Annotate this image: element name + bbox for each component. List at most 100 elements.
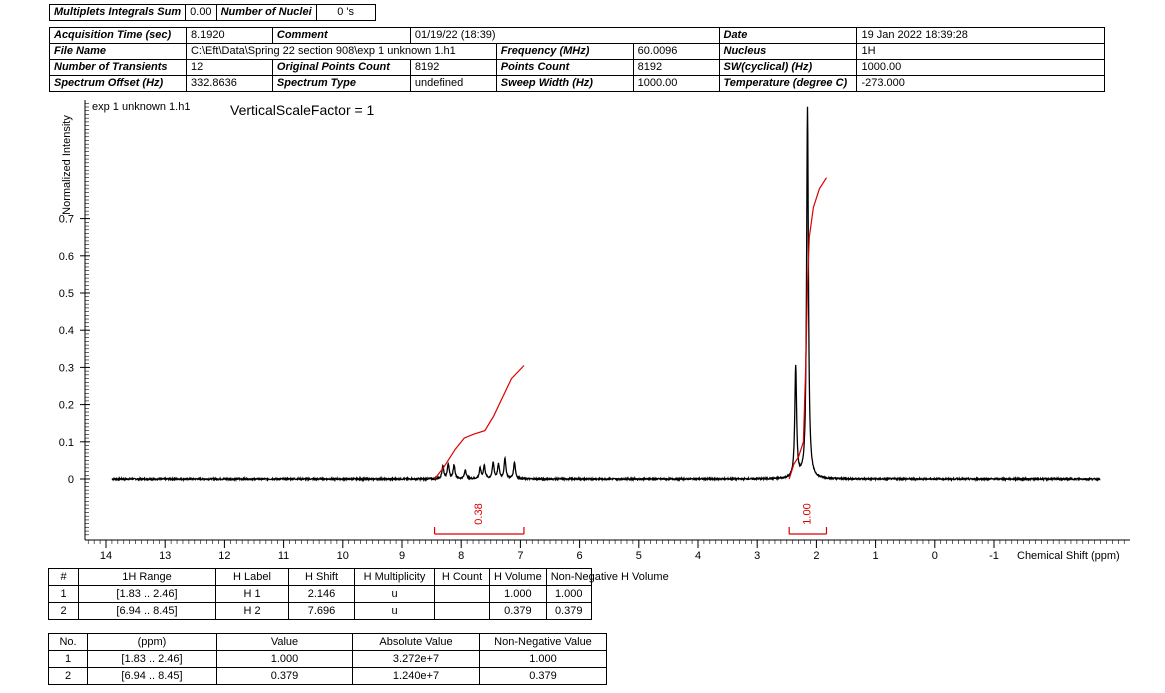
x-tick-label: 4 xyxy=(695,550,701,562)
integrals-sum-label: Multiplets Integrals Sum xyxy=(48,4,187,21)
integral-value-label: 1.00 xyxy=(802,503,814,524)
sweep-width-value: 1000.00 xyxy=(632,75,720,92)
frequency-value: 60.0096 xyxy=(632,43,720,60)
multiplets-header-row: # 1H Range H Label H Shift H Multiplicit… xyxy=(48,568,669,586)
transients-label: Number of Transients xyxy=(49,59,187,76)
table-row: 1 [1.83 .. 2.46] H 1 2.146 u 1.000 1.000 xyxy=(48,585,592,603)
x-tick-label: 11 xyxy=(278,550,289,562)
x-axis-label: Chemical Shift (ppm) xyxy=(1017,550,1120,562)
y-tick-label: 0.1 xyxy=(59,437,74,449)
sw-label: SW(cyclical) (Hz) xyxy=(718,59,858,76)
sweep-width-label: Sweep Width (Hz) xyxy=(495,75,634,92)
mult-header-cell: H Count xyxy=(434,568,490,586)
y-tick-label: 0.2 xyxy=(59,400,74,412)
date-label: Date xyxy=(718,27,858,44)
integrals-sum-value: 0.00 xyxy=(185,4,217,21)
offset-value: 332.8636 xyxy=(185,75,273,92)
y-tick-label: 0.6 xyxy=(59,251,74,263)
nuclei-label: Number of Nuclei xyxy=(215,4,317,21)
x-tick-label: 13 xyxy=(159,550,171,562)
x-tick-label: 7 xyxy=(517,550,523,562)
points-label: Points Count xyxy=(495,59,634,76)
table-cell: 1 xyxy=(48,650,88,668)
integrals-group: 0.38 1.00 xyxy=(433,177,828,535)
x-tick-label: 3 xyxy=(754,550,760,562)
x-tick-label: 14 xyxy=(100,550,112,562)
table-row: 1 [1.83 .. 2.46] 1.000 3.272e+7 1.000 xyxy=(48,650,607,668)
x-tick-label: 9 xyxy=(399,550,405,562)
table-cell: 1.000 xyxy=(479,650,607,668)
nmr-spectrum-chart: 00.10.20.30.40.50.60.7 14 13 12 11 10 9 8 7 6 5 4 3… xyxy=(59,100,1130,562)
vertical-scale-annotation: VerticalScaleFactor = 1 xyxy=(230,102,375,118)
table-cell: [6.94 .. 8.45] xyxy=(78,602,216,620)
mult-header-cell: H Volume xyxy=(489,568,547,586)
table-row: 2 [6.94 .. 8.45] 0.379 1.240e+7 0.379 xyxy=(48,667,607,685)
spectrum-type-value: undefined xyxy=(409,75,497,92)
transients-value: 12 xyxy=(185,59,273,76)
table-cell: [1.83 .. 2.46] xyxy=(87,650,217,668)
table-row: 2 [6.94 .. 8.45] H 2 7.696 u 0.379 0.379 xyxy=(48,602,592,620)
table-cell: u xyxy=(354,602,435,620)
table-cell: [1.83 .. 2.46] xyxy=(78,585,216,603)
summary-table: Multiplets Integrals Sum 0.00 Number of … xyxy=(48,4,376,21)
x-tick-label: 0 xyxy=(932,550,938,562)
temperature-value: -273.000 xyxy=(856,75,1105,92)
table-cell: 1.000 xyxy=(489,585,547,603)
table-cell: 2.146 xyxy=(288,585,355,603)
x-tick-label: -1 xyxy=(989,550,999,562)
int-header-cell: Non-Negative Value xyxy=(479,633,607,651)
acq-time-label: Acquisition Time (sec) xyxy=(49,27,187,44)
mult-header-cell: H Multiplicity xyxy=(354,568,435,586)
x-tick-label: 5 xyxy=(636,550,642,562)
table-cell: 0.379 xyxy=(545,602,592,620)
table-cell xyxy=(434,602,490,620)
x-axis-ticks: 14 13 12 11 10 9 8 7 6 5 4 3 2 1 0 -1 xyxy=(100,540,999,562)
spectrum-type-label: Spectrum Type xyxy=(271,75,411,92)
mult-header-cell: Non-Negative H Volume xyxy=(545,568,669,586)
table-cell: 1.000 xyxy=(216,650,353,668)
y-axis-ticks: 0 0.1 0.2 0.3 0.4 0.5 0.6 0.7 xyxy=(59,214,90,486)
table-cell: [6.94 .. 8.45] xyxy=(87,667,217,685)
mult-header-cell: H Label xyxy=(215,568,289,586)
table-cell: 1.240e+7 xyxy=(352,667,480,685)
nuclei-value: 0 's xyxy=(315,4,376,21)
mult-header-cell: 1H Range xyxy=(78,568,216,586)
multiplets-table: # 1H Range H Label H Shift H Multiplicit… xyxy=(48,568,669,620)
table-cell: H 1 xyxy=(215,585,289,603)
x-tick-label: 8 xyxy=(458,550,464,562)
integral-curve xyxy=(434,365,525,480)
table-cell: 2 xyxy=(48,602,79,620)
orig-points-value: 8192 xyxy=(409,59,497,76)
spectrum-name-label: exp 1 unknown 1.h1 xyxy=(92,101,190,113)
integral-curve xyxy=(788,177,828,480)
table-cell xyxy=(434,585,490,603)
y-tick-label: 0.5 xyxy=(59,288,74,300)
int-header-cell: Value xyxy=(216,633,353,651)
integrals-table: No. (ppm) Value Absolute Value Non-Negat… xyxy=(48,633,607,685)
table-cell: 0.379 xyxy=(216,667,353,685)
table-cell: 1 xyxy=(48,585,79,603)
integrals-header-row: No. (ppm) Value Absolute Value Non-Negat… xyxy=(48,633,607,651)
table-cell: 0.379 xyxy=(489,602,547,620)
table-cell: u xyxy=(354,585,435,603)
y-tick-label: 0 xyxy=(68,474,74,486)
parameters-table: Acquisition Time (sec) 8.1920 Comment 01… xyxy=(49,27,1105,92)
x-tick-label: 2 xyxy=(813,550,819,562)
table-cell: 2 xyxy=(48,667,88,685)
table-cell: 7.696 xyxy=(288,602,355,620)
y-tick-label: 0.3 xyxy=(59,362,74,374)
frequency-label: Frequency (MHz) xyxy=(495,43,634,60)
int-header-cell: Absolute Value xyxy=(352,633,480,651)
y-tick-label: 0.7 xyxy=(59,214,74,226)
x-minor-ticks xyxy=(87,540,1125,544)
mult-header-cell: H Shift xyxy=(288,568,355,586)
x-tick-label: 12 xyxy=(218,550,230,562)
table-cell: 0.379 xyxy=(479,667,607,685)
y-minor-ticks xyxy=(85,102,89,536)
table-cell: H 2 xyxy=(215,602,289,620)
mult-header-cell: # xyxy=(48,568,79,586)
spectrum-line xyxy=(111,106,1101,483)
temperature-label: Temperature (degree C) xyxy=(718,75,858,92)
table-cell: 1.000 xyxy=(545,585,592,603)
y-axis-label: Normalized Intensity xyxy=(61,115,73,215)
